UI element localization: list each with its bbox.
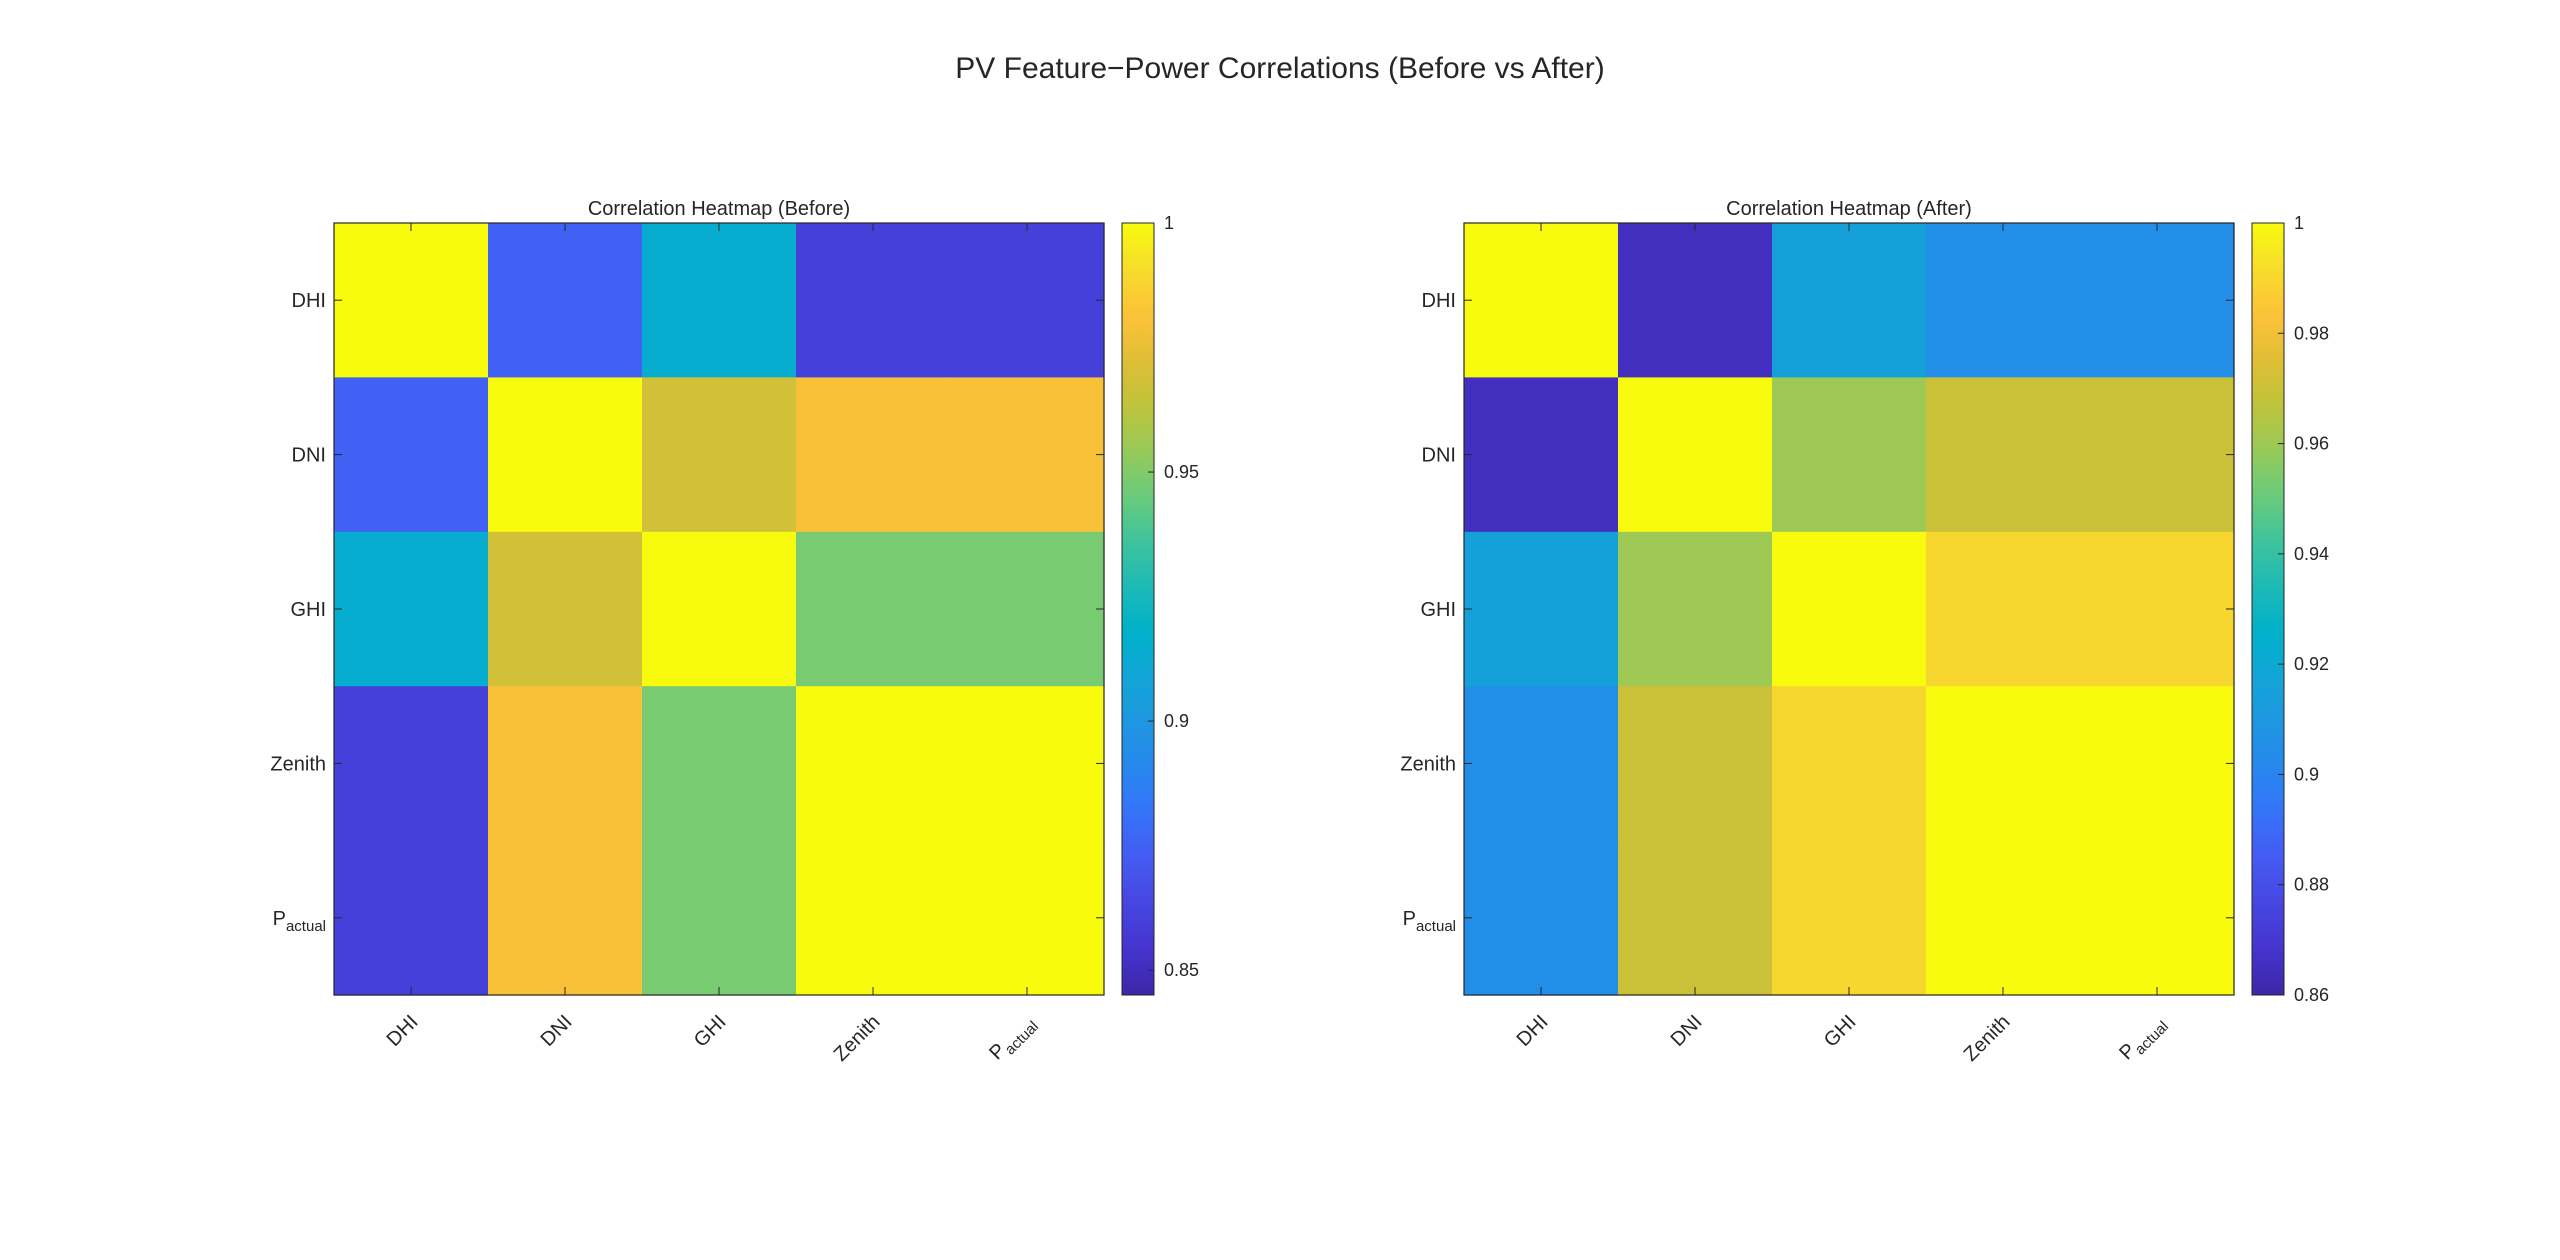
xtick-label-after-zenith: Zenith	[1960, 1011, 2015, 1066]
cell-before-zenith-dhi	[334, 686, 489, 842]
ytick-label-before-ghi: GHI	[290, 599, 326, 621]
cell-before-ghi-dhi	[334, 531, 489, 687]
cell-after-p-actual-p-actual	[2080, 840, 2235, 996]
cell-after-dni-p-actual	[2080, 377, 2235, 533]
colorbar-tick-label-after-5: 0.96	[2294, 434, 2329, 454]
cell-after-ghi-dhi	[1464, 531, 1619, 687]
cell-before-ghi-dni	[488, 531, 643, 687]
xtick-label-before-dni: DNI	[537, 1011, 577, 1051]
cell-before-zenith-zenith	[796, 686, 951, 842]
cell-after-zenith-ghi	[1772, 686, 1927, 842]
ytick-label-after-ghi: GHI	[1420, 599, 1456, 621]
cell-before-ghi-zenith	[796, 531, 951, 687]
colorbar-after	[2251, 222, 2285, 996]
cell-before-dhi-dni	[488, 223, 643, 378]
xtick-label-after-p-actual: Pactual	[2115, 1011, 2172, 1068]
colorbar-tick-label-after-1: 0.88	[2294, 875, 2329, 895]
cell-before-p-actual-dhi	[334, 840, 489, 996]
heatmap-title-after: Correlation Heatmap (After)	[1726, 198, 1972, 220]
heatmap-before: Correlation Heatmap (Before) DHI DHI DNI DNI…	[270, 198, 1199, 1068]
colorbar-tick-label-after-6: 0.98	[2294, 323, 2329, 343]
xtick-label-before-zenith: Zenith	[830, 1011, 885, 1066]
xtick-label-before-dhi: DHI	[383, 1011, 423, 1051]
cell-after-dhi-dni	[1618, 223, 1773, 378]
xtick-label-after-dni: DNI	[1667, 1011, 1707, 1051]
cell-after-dni-dhi	[1464, 377, 1619, 533]
colorbar-tick-label-after-7: 1	[2294, 213, 2304, 233]
cell-before-p-actual-p-actual	[950, 840, 1105, 996]
colorbar-tick-label-before-0: 0.85	[1164, 960, 1199, 980]
cell-after-zenith-p-actual	[2080, 686, 2235, 842]
cell-before-dni-ghi	[642, 377, 797, 533]
cell-after-p-actual-ghi	[1772, 840, 1927, 996]
cell-before-dhi-zenith	[796, 223, 951, 378]
cell-after-dhi-dhi	[1464, 223, 1619, 378]
cell-before-dni-zenith	[796, 377, 951, 533]
cell-before-dni-dni	[488, 377, 643, 533]
cell-before-zenith-dni	[488, 686, 643, 842]
cell-after-dni-zenith	[1926, 377, 2081, 533]
cell-before-ghi-p-actual	[950, 531, 1105, 687]
cell-after-p-actual-dni	[1618, 840, 1773, 996]
ytick-label-before-zenith: Zenith	[270, 753, 326, 775]
ytick-label-after-dni: DNI	[1422, 445, 1456, 467]
cell-after-dhi-zenith	[1926, 223, 2081, 378]
cell-before-dhi-p-actual	[950, 223, 1105, 378]
colorbar-tick-label-before-2: 0.95	[1164, 462, 1199, 482]
cell-before-dni-dhi	[334, 377, 489, 533]
cell-after-p-actual-dhi	[1464, 840, 1619, 996]
ytick-label-before-dhi: DHI	[292, 290, 326, 312]
colorbar-tick-label-before-3: 1	[1164, 213, 1174, 233]
colorbar-before	[1121, 222, 1155, 996]
figure-title: PV Feature−Power Correlations (Before vs…	[955, 52, 1604, 85]
cell-after-dhi-ghi	[1772, 223, 1927, 378]
cell-before-dhi-dhi	[334, 223, 489, 378]
colorbar-tick-label-after-3: 0.92	[2294, 654, 2329, 674]
xtick-label-after-dhi: DHI	[1513, 1011, 1553, 1051]
cell-after-zenith-zenith	[1926, 686, 2081, 842]
xtick-label-before-p-actual: Pactual	[985, 1011, 1042, 1068]
cell-after-dni-ghi	[1772, 377, 1927, 533]
cell-before-p-actual-ghi	[642, 840, 797, 996]
cell-after-ghi-zenith	[1926, 531, 2081, 687]
heatmap-title-before: Correlation Heatmap (Before)	[588, 198, 850, 220]
xtick-label-before-ghi: GHI	[690, 1011, 731, 1052]
ytick-label-before-dni: DNI	[292, 445, 326, 467]
cell-before-p-actual-dni	[488, 840, 643, 996]
ytick-label-before-p-actual: Pactual	[273, 908, 326, 935]
ytick-label-after-p-actual: Pactual	[1403, 908, 1456, 935]
cell-after-ghi-p-actual	[2080, 531, 2235, 687]
heatmap-after: Correlation Heatmap (After) DHI DHI DNI DNI G…	[1400, 198, 2329, 1068]
cell-after-dni-dni	[1618, 377, 1773, 533]
cell-after-zenith-dhi	[1464, 686, 1619, 842]
cell-before-ghi-ghi	[642, 531, 797, 687]
cell-before-zenith-p-actual	[950, 686, 1105, 842]
cell-after-zenith-dni	[1618, 686, 1773, 842]
cell-before-dhi-ghi	[642, 223, 797, 378]
ytick-label-after-dhi: DHI	[1422, 290, 1456, 312]
xtick-label-after-ghi: GHI	[1820, 1011, 1861, 1052]
colorbar-tick-label-after-2: 0.9	[2294, 764, 2319, 784]
cell-before-zenith-ghi	[642, 686, 797, 842]
cell-before-dni-p-actual	[950, 377, 1105, 533]
cell-after-ghi-ghi	[1772, 531, 1927, 687]
colorbar-tick-label-after-4: 0.94	[2294, 544, 2329, 564]
cell-after-dhi-p-actual	[2080, 223, 2235, 378]
colorbar-tick-label-before-1: 0.9	[1164, 711, 1189, 731]
ytick-label-after-zenith: Zenith	[1400, 753, 1456, 775]
cell-after-ghi-dni	[1618, 531, 1773, 687]
cell-after-p-actual-zenith	[1926, 840, 2081, 996]
colorbar-tick-label-after-0: 0.86	[2294, 985, 2329, 1005]
cell-before-p-actual-zenith	[796, 840, 951, 996]
